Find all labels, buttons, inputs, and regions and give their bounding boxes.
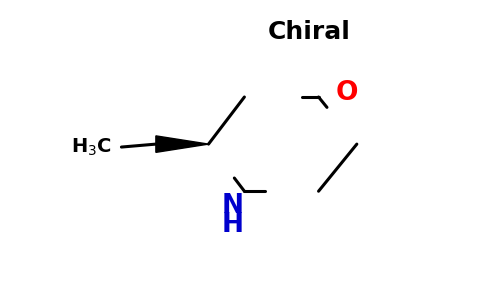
Text: H$_3$C: H$_3$C [71, 136, 112, 158]
Polygon shape [156, 136, 209, 152]
Text: O: O [336, 80, 359, 106]
Text: Chiral: Chiral [268, 20, 350, 44]
Text: H: H [222, 212, 243, 238]
Text: N: N [222, 193, 243, 219]
